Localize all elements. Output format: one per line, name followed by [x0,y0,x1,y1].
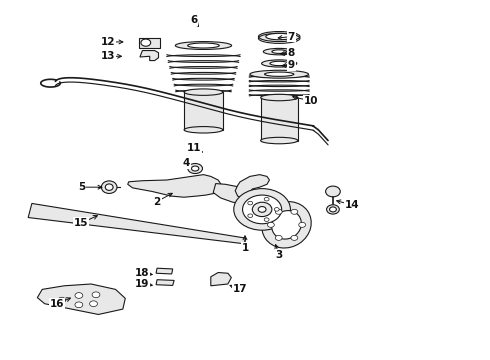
Text: 11: 11 [187,143,201,153]
Polygon shape [140,50,159,60]
Ellipse shape [265,72,294,76]
Ellipse shape [261,137,298,144]
FancyBboxPatch shape [139,38,160,48]
Circle shape [248,201,253,205]
Polygon shape [156,280,174,285]
Text: 2: 2 [153,197,161,207]
Circle shape [58,297,66,303]
Circle shape [275,235,282,240]
Ellipse shape [272,50,287,53]
Ellipse shape [258,32,300,41]
Text: 3: 3 [275,250,283,260]
Circle shape [75,302,83,308]
Text: 7: 7 [288,32,295,41]
Bar [184,92,223,130]
Circle shape [252,202,272,217]
Circle shape [243,195,282,224]
Circle shape [248,214,253,217]
Text: 13: 13 [101,51,116,61]
Circle shape [264,197,269,201]
Text: 1: 1 [242,243,248,253]
Circle shape [141,39,151,46]
Text: 5: 5 [78,182,85,192]
Ellipse shape [105,184,113,190]
Ellipse shape [188,43,220,48]
Polygon shape [28,203,246,244]
Circle shape [327,205,339,214]
Polygon shape [213,184,255,203]
Circle shape [75,293,83,298]
Text: 12: 12 [101,37,116,47]
Text: 8: 8 [288,48,295,58]
Circle shape [268,222,274,227]
Circle shape [299,222,306,227]
Polygon shape [235,175,270,198]
Text: 6: 6 [190,15,197,26]
Circle shape [264,218,269,221]
Polygon shape [211,273,231,286]
Text: 10: 10 [304,96,318,106]
Ellipse shape [101,181,117,193]
Text: 9: 9 [288,60,295,70]
Circle shape [291,209,298,214]
Ellipse shape [262,60,297,67]
Ellipse shape [270,61,289,66]
Ellipse shape [261,94,298,101]
Text: 18: 18 [135,268,149,278]
Ellipse shape [184,127,223,133]
Ellipse shape [184,89,223,95]
Circle shape [234,189,291,230]
Text: 17: 17 [233,284,247,294]
Ellipse shape [263,48,295,55]
Ellipse shape [192,166,199,171]
Polygon shape [37,284,125,315]
Ellipse shape [271,211,301,239]
Text: 19: 19 [135,279,149,289]
Circle shape [291,235,298,240]
Ellipse shape [266,33,293,40]
Polygon shape [128,175,223,197]
Text: 16: 16 [49,299,64,309]
Circle shape [274,208,279,211]
Ellipse shape [250,70,309,78]
Ellipse shape [188,163,202,174]
Bar [261,98,298,140]
Circle shape [258,207,266,212]
Ellipse shape [175,41,232,49]
Text: 4: 4 [183,158,190,168]
Circle shape [92,292,100,298]
Circle shape [330,207,336,212]
Text: 15: 15 [74,218,89,228]
Circle shape [326,186,340,197]
Ellipse shape [262,202,311,248]
Polygon shape [156,268,172,274]
Text: 14: 14 [345,200,360,210]
Circle shape [275,209,282,214]
Circle shape [90,301,98,307]
